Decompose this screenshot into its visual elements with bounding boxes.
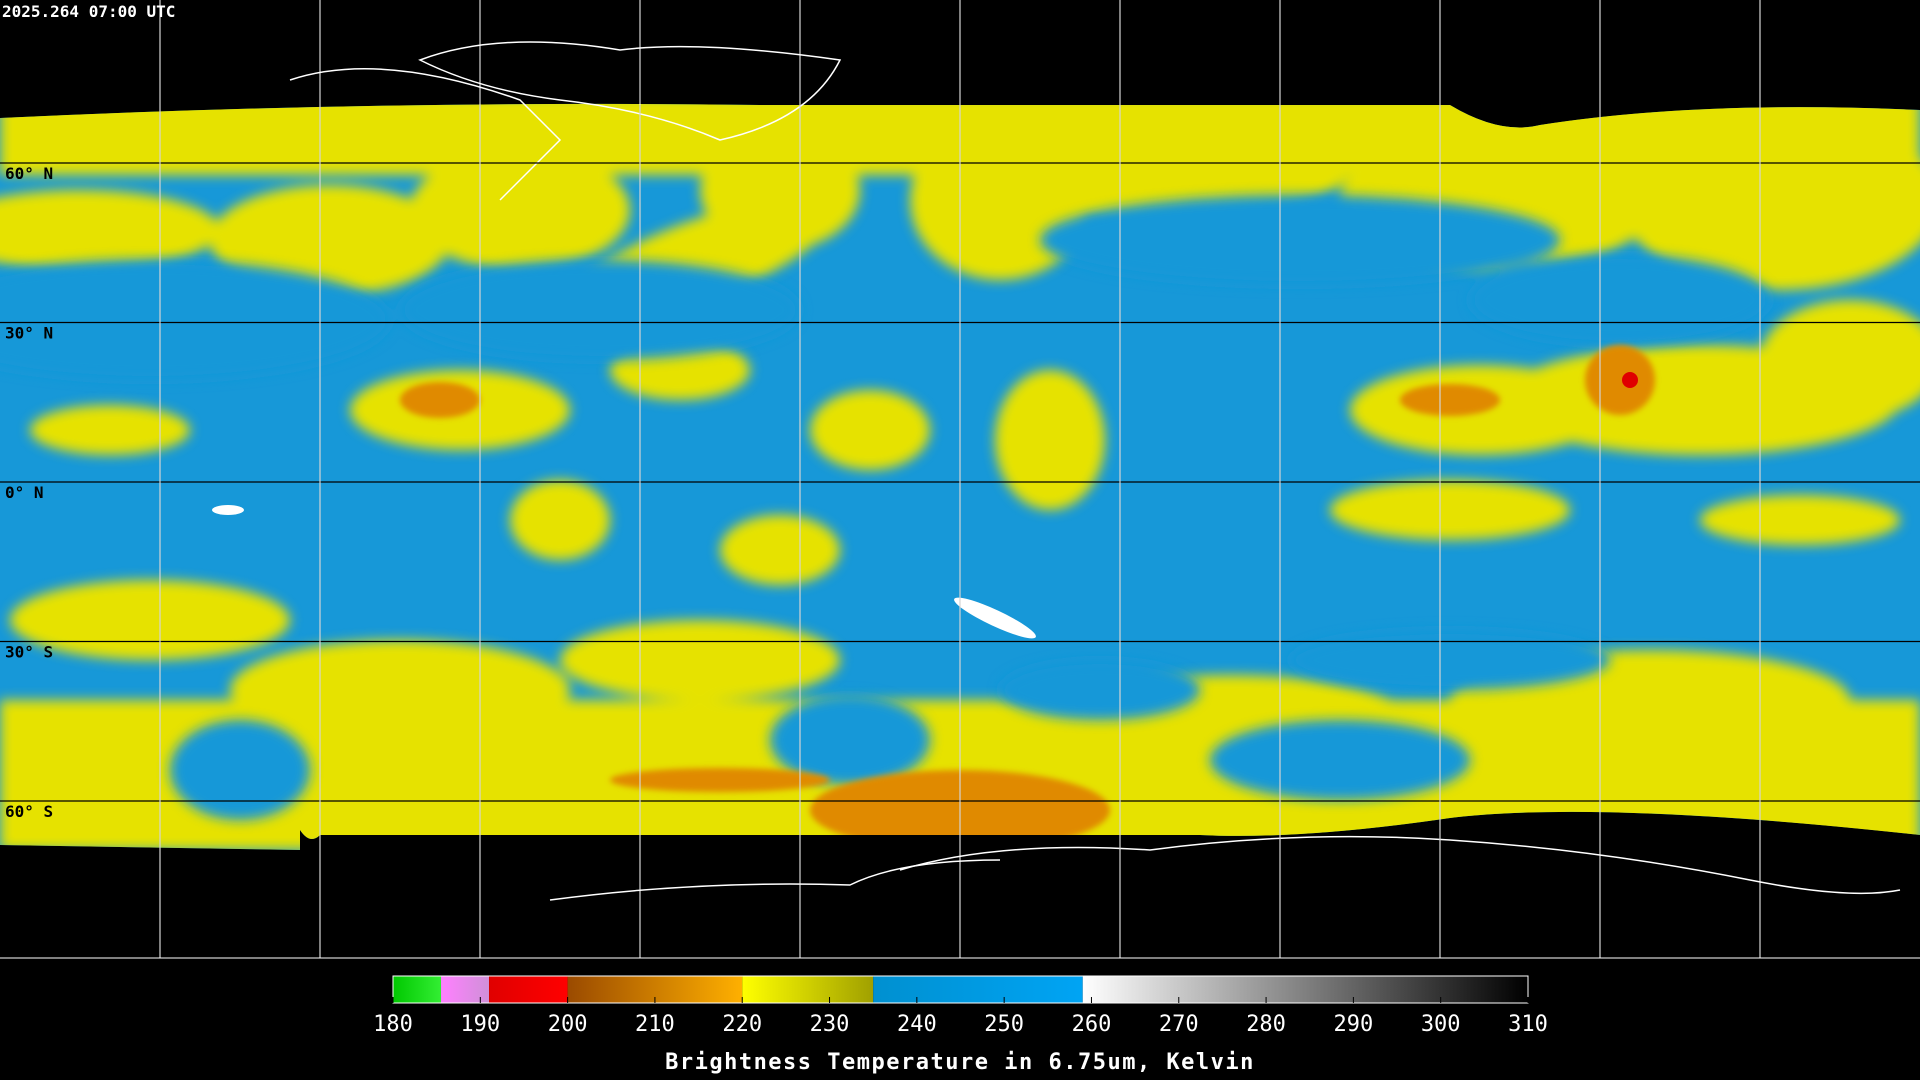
cold-patch — [954, 597, 1036, 639]
cold-patch — [212, 505, 244, 515]
colorbar-segment — [441, 976, 490, 1003]
colorbar-segment — [1082, 976, 1528, 1003]
colorbar-tick-label: 260 — [1072, 1012, 1112, 1037]
colorbar-tick-label: 210 — [635, 1012, 675, 1037]
lat-label: 60° N — [5, 164, 53, 183]
meridians — [0, 0, 1920, 959]
colorbar-tick-label: 250 — [984, 1012, 1024, 1037]
colorbar-segment — [393, 976, 442, 1003]
colorbar-tick-label: 180 — [373, 1012, 413, 1037]
colorbar-tick-label: 300 — [1421, 1012, 1461, 1037]
lat-label: 60° S — [5, 802, 53, 821]
lat-label: 0° N — [5, 483, 44, 502]
coastlines — [289, 41, 1901, 901]
colorbar-segment — [742, 976, 874, 1003]
colorbar-segment — [873, 976, 1083, 1003]
colorbar-tick-label: 290 — [1334, 1012, 1374, 1037]
colorbar-tick-label: 270 — [1159, 1012, 1199, 1037]
colorbar-segment — [489, 976, 568, 1003]
colorbar-tick-label: 240 — [897, 1012, 937, 1037]
colorbar-tick-label: 200 — [548, 1012, 588, 1037]
colorbar-tick-label: 310 — [1508, 1012, 1548, 1037]
colorbar-frame — [392, 975, 1529, 1004]
typhoon-core — [1622, 372, 1638, 388]
lat-label: 30° N — [5, 324, 53, 343]
colorbar-title: Brightness Temperature in 6.75um, Kelvin — [665, 1050, 1255, 1075]
lat-label: 30° S — [5, 643, 53, 662]
colorbar-tick-label: 220 — [722, 1012, 762, 1037]
colorbar-tick-label: 280 — [1246, 1012, 1286, 1037]
colorbar-tick-label: 230 — [810, 1012, 850, 1037]
timestamp: 2025.264 07:00 UTC — [2, 2, 175, 21]
colorbar-tick-label: 190 — [460, 1012, 500, 1037]
